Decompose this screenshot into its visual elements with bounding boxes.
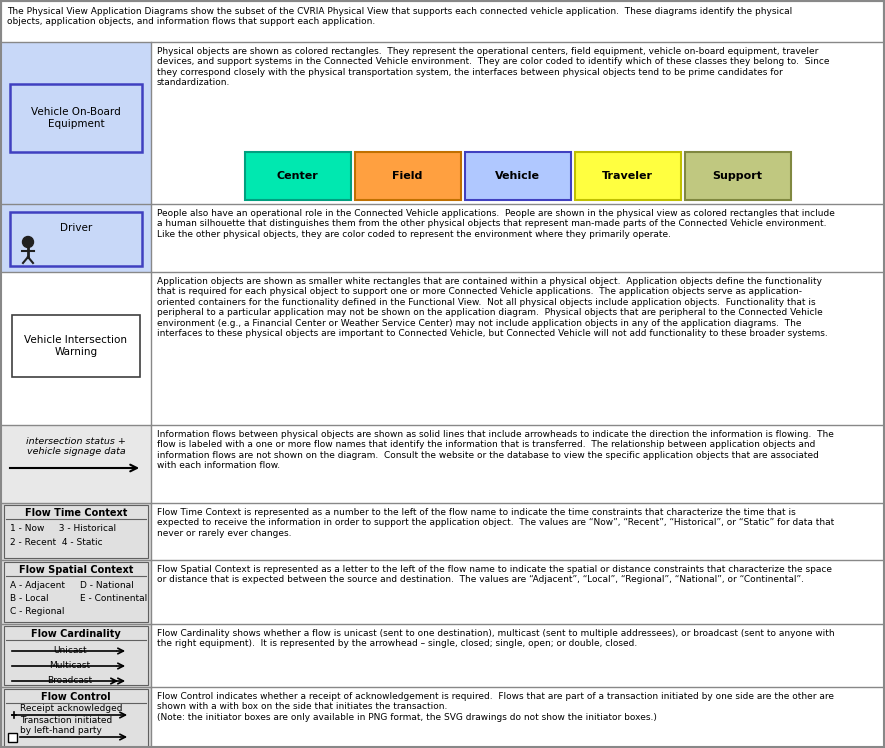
Text: Flow Control: Flow Control — [42, 692, 111, 702]
Text: Flow Time Context: Flow Time Context — [25, 508, 127, 518]
Text: Traveler: Traveler — [602, 171, 653, 181]
Text: Driver: Driver — [60, 223, 92, 233]
Text: Broadcast: Broadcast — [48, 676, 93, 685]
Text: Flow Cardinality shows whether a flow is unicast (sent to one destination), mult: Flow Cardinality shows whether a flow is… — [157, 629, 835, 649]
Text: Multicast: Multicast — [50, 661, 90, 670]
Bar — [151, 272, 884, 425]
Text: C - Regional: C - Regional — [10, 607, 65, 616]
Bar — [244, 152, 350, 200]
Bar — [1, 204, 151, 272]
Bar — [151, 560, 884, 624]
Text: Flow Spatial Context: Flow Spatial Context — [19, 565, 133, 575]
Text: Vehicle: Vehicle — [495, 171, 540, 181]
Bar — [4, 626, 148, 685]
Text: Unicast: Unicast — [53, 646, 87, 655]
Text: The Physical View Application Diagrams show the subset of the CVRIA Physical Vie: The Physical View Application Diagrams s… — [7, 7, 792, 26]
Bar — [1, 624, 151, 687]
Text: Vehicle Intersection
Warning: Vehicle Intersection Warning — [25, 335, 127, 357]
Text: Physical objects are shown as colored rectangles.  They represent the operationa: Physical objects are shown as colored re… — [157, 47, 829, 88]
Bar — [4, 562, 148, 622]
Text: Center: Center — [277, 171, 319, 181]
Bar — [1, 42, 151, 204]
Text: A - Adjacent: A - Adjacent — [10, 581, 65, 590]
Text: Information flows between physical objects are shown as solid lines that include: Information flows between physical objec… — [157, 430, 834, 470]
Text: Flow Spatial Context is represented as a letter to the left of the flow name to : Flow Spatial Context is represented as a… — [157, 565, 832, 584]
Bar — [151, 624, 884, 687]
Text: People also have an operational role in the Connected Vehicle applications.  Peo: People also have an operational role in … — [157, 209, 835, 239]
Bar — [12, 315, 140, 377]
Text: Receipt acknowledged: Receipt acknowledged — [20, 704, 122, 713]
Text: 1 - Now     3 - Historical: 1 - Now 3 - Historical — [10, 524, 116, 533]
Bar — [1, 560, 151, 624]
Text: 2 - Recent  4 - Static: 2 - Recent 4 - Static — [10, 538, 103, 547]
Text: E - Continental: E - Continental — [80, 594, 147, 603]
Text: Transaction initiated
by left-hand party: Transaction initiated by left-hand party — [20, 716, 112, 735]
Text: Application objects are shown as smaller white rectangles that are contained wit: Application objects are shown as smaller… — [157, 277, 827, 338]
Text: intersection status +
vehicle signage data: intersection status + vehicle signage da… — [26, 437, 126, 456]
Text: Field: Field — [392, 171, 423, 181]
Text: D - National: D - National — [80, 581, 134, 590]
Bar — [355, 152, 460, 200]
Bar — [1, 425, 151, 503]
Bar — [1, 503, 151, 560]
Bar — [4, 689, 148, 748]
Bar — [1, 687, 151, 748]
Bar — [151, 425, 884, 503]
Bar — [8, 733, 17, 742]
Bar — [465, 152, 571, 200]
Bar — [4, 505, 148, 558]
Bar — [10, 212, 142, 266]
Bar — [151, 503, 884, 560]
Bar — [10, 84, 142, 152]
Bar — [684, 152, 790, 200]
Text: Flow Control indicates whether a receipt of acknowledgement is required.  Flows : Flow Control indicates whether a receipt… — [157, 692, 834, 722]
Bar — [574, 152, 681, 200]
Bar — [151, 42, 884, 204]
Text: Flow Cardinality: Flow Cardinality — [31, 629, 121, 639]
Text: Vehicle On-Board
Equipment: Vehicle On-Board Equipment — [31, 107, 121, 129]
Bar — [151, 204, 884, 272]
Bar — [1, 272, 151, 425]
Text: Support: Support — [712, 171, 763, 181]
Text: Flow Time Context is represented as a number to the left of the flow name to ind: Flow Time Context is represented as a nu… — [157, 508, 835, 538]
Bar — [151, 687, 884, 748]
Circle shape — [22, 236, 34, 248]
Text: B - Local: B - Local — [10, 594, 49, 603]
